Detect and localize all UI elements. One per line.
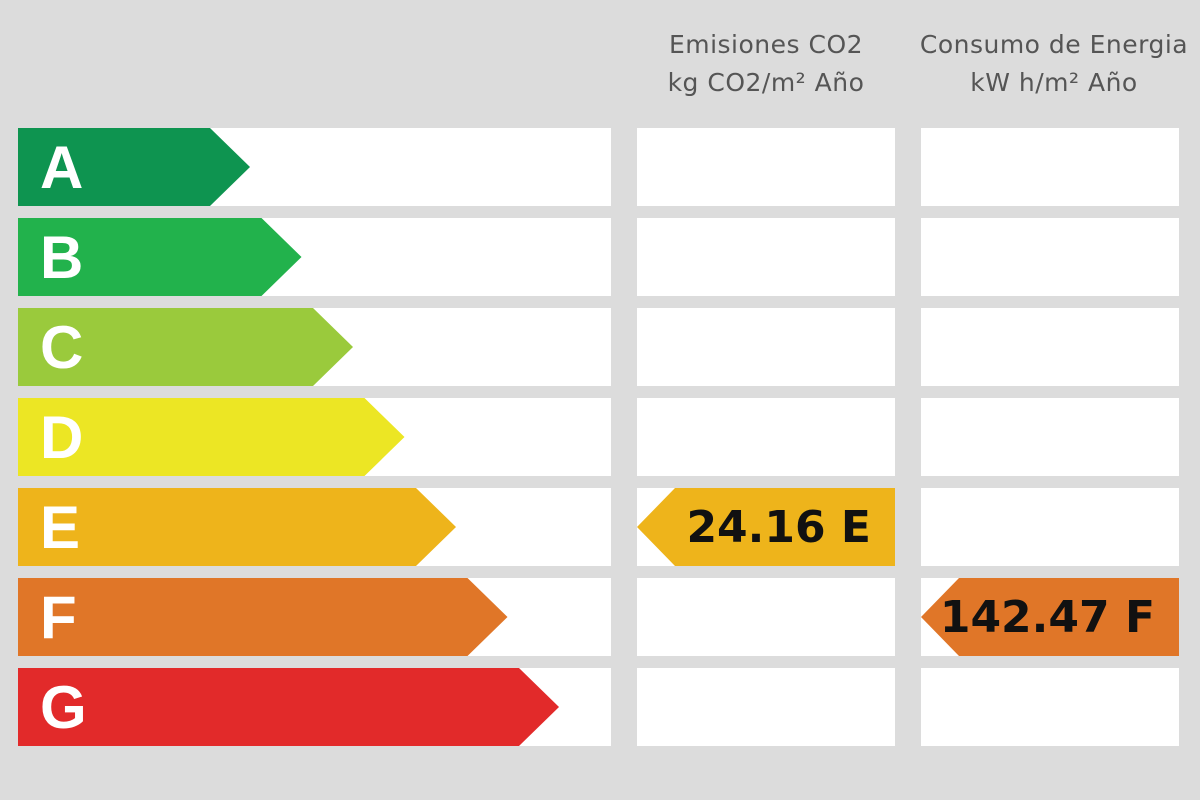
- class-letter: C: [40, 314, 84, 381]
- co2-cell-c: [637, 308, 895, 386]
- tag-shape: [921, 578, 1179, 656]
- arrow-shape: [18, 488, 456, 566]
- arrow-shape: [18, 128, 250, 206]
- arrow-shape: [18, 308, 353, 386]
- energy-header-title: Consumo de Energia: [919, 30, 1189, 59]
- energy-cell-a: [921, 128, 1179, 206]
- scale-row-e: E: [18, 488, 611, 566]
- class-arrow-c: C: [18, 308, 353, 386]
- co2-rating-value: 24.16 E: [686, 502, 871, 553]
- energy-cell-f: 142.47 F: [921, 578, 1179, 656]
- energy-cell-d: [921, 398, 1179, 476]
- class-arrow-b: B: [18, 218, 302, 296]
- class-letter: F: [40, 584, 77, 651]
- co2-cell-a: [637, 128, 895, 206]
- class-letter: G: [40, 674, 87, 741]
- co2-cell-b: [637, 218, 895, 296]
- co2-header-unit: kg CO2/m² Año: [667, 68, 865, 97]
- co2-cell-g: [637, 668, 895, 746]
- energy-cell-c: [921, 308, 1179, 386]
- energy-cell-b: [921, 218, 1179, 296]
- class-letter: A: [40, 134, 84, 201]
- class-arrow-a: A: [18, 128, 250, 206]
- class-arrow-g: G: [18, 668, 559, 746]
- scale-row-d: D: [18, 398, 611, 476]
- energy-cell-g: [921, 668, 1179, 746]
- energy-header-unit: kW h/m² Año: [970, 68, 1138, 97]
- energy-header: Consumo de Energia kW h/m² Año: [914, 26, 1194, 102]
- co2-cell-d: [637, 398, 895, 476]
- co2-cell-f: [637, 578, 895, 656]
- energy-cell-e: [921, 488, 1179, 566]
- scale-row-c: C: [18, 308, 611, 386]
- class-letter: D: [40, 404, 84, 471]
- class-arrow-e: E: [18, 488, 456, 566]
- co2-cell-e: 24.16 E: [637, 488, 895, 566]
- class-letter: E: [40, 494, 81, 561]
- arrow-shape: [18, 398, 405, 476]
- energy-rating-tag: 142.47 F: [921, 578, 1179, 656]
- scale-row-b: B: [18, 218, 611, 296]
- arrow-shape: [18, 578, 508, 656]
- arrow-shape: [18, 218, 302, 296]
- arrow-shape: [18, 668, 559, 746]
- class-arrow-d: D: [18, 398, 405, 476]
- scale-row-f: F: [18, 578, 611, 656]
- co2-rating-tag: 24.16 E: [637, 488, 895, 566]
- scale-row-a: A: [18, 128, 611, 206]
- scale-row-g: G: [18, 668, 611, 746]
- co2-header: Emisiones CO2 kg CO2/m² Año: [626, 26, 906, 102]
- energy-rating-value: 142.47 F: [939, 592, 1155, 643]
- tag-shape: [637, 488, 895, 566]
- class-arrow-f: F: [18, 578, 508, 656]
- co2-header-title: Emisiones CO2: [668, 30, 864, 59]
- class-letter: B: [40, 224, 84, 291]
